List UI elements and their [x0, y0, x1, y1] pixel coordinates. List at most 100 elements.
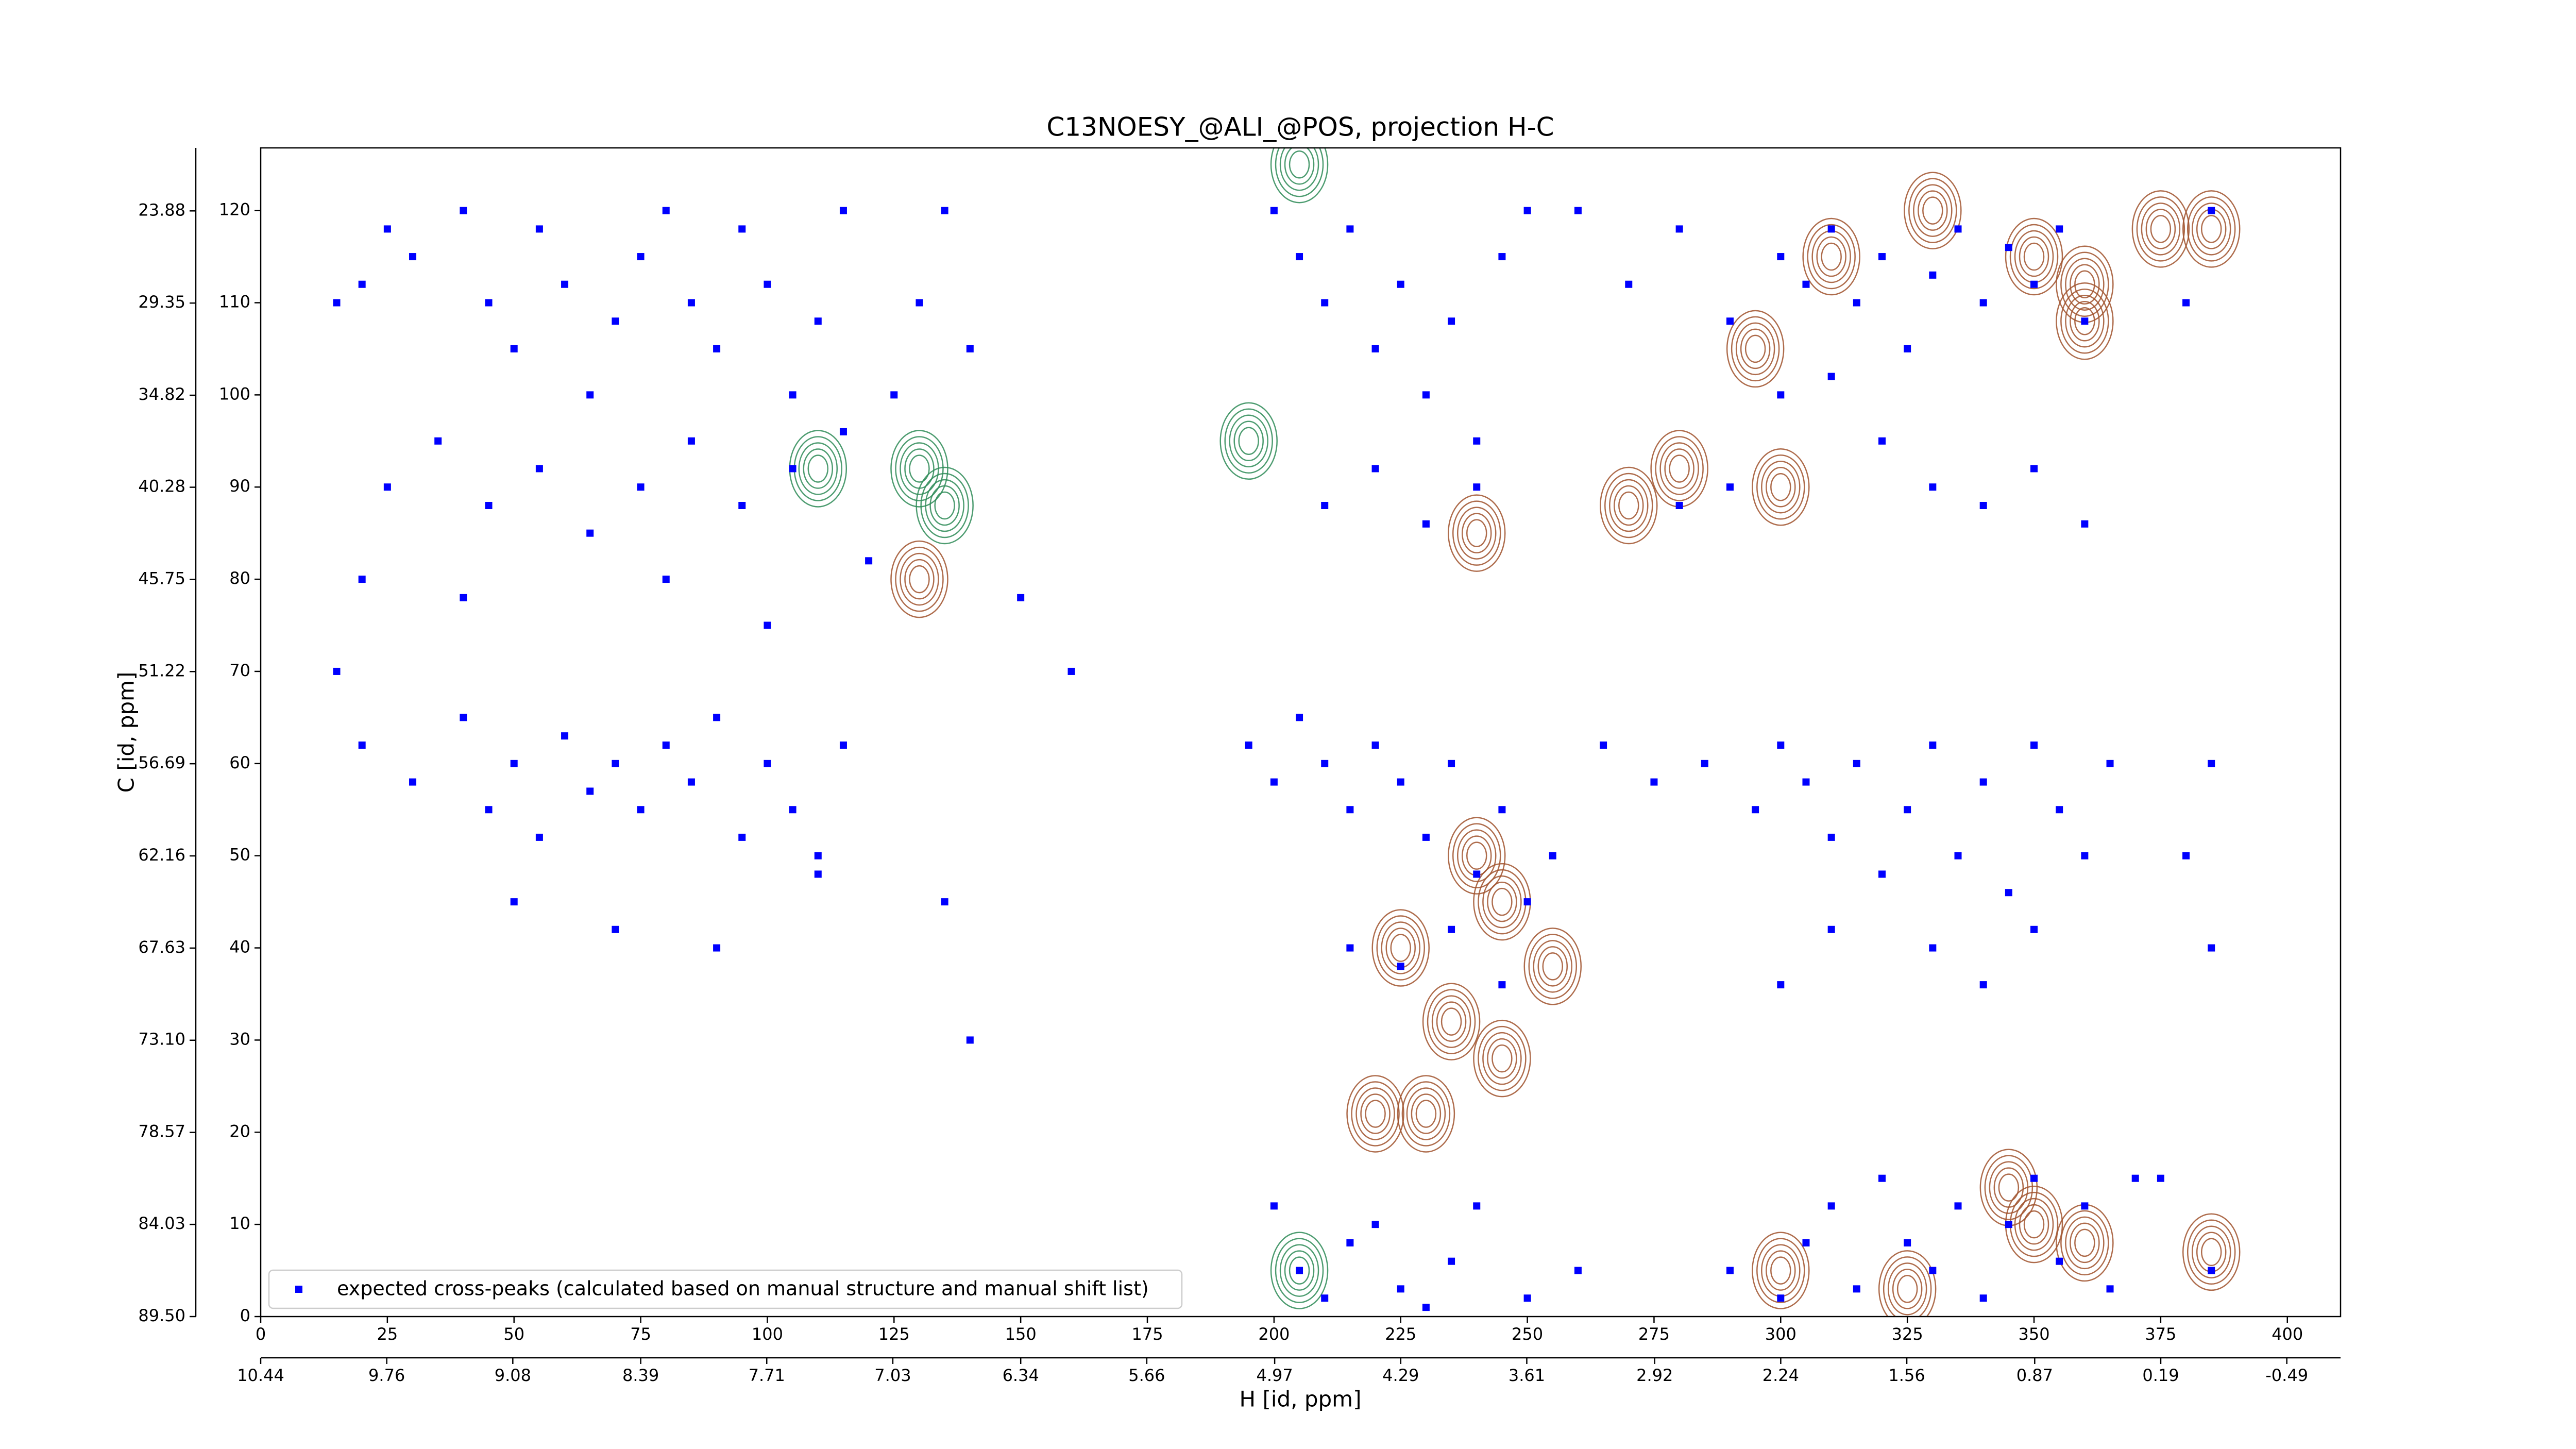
cross-peak [1954, 852, 1962, 860]
contour-ring [920, 473, 969, 538]
contour-ring [1401, 1081, 1451, 1147]
contour-ring [807, 454, 829, 483]
contour-ring [1219, 402, 1278, 480]
cross-peak [1929, 1267, 1937, 1274]
contour-ring [2060, 1210, 2109, 1276]
cross-peak [1954, 1202, 1962, 1210]
contour-ring [1360, 1093, 1391, 1134]
x2-tick-label: 9.08 [495, 1366, 531, 1385]
contour-ring [1487, 1038, 1517, 1079]
contour-ring [2065, 1216, 2105, 1270]
contour-ring [2070, 264, 2100, 305]
cross-peak [2106, 1285, 2114, 1293]
cross-peak [2081, 852, 2089, 860]
cross-peak [1675, 501, 1683, 509]
contour-ring [2145, 209, 2176, 249]
contour-ring [1892, 1269, 1923, 1309]
contour-ring [890, 430, 948, 508]
contour-ring [1238, 427, 1259, 456]
y2-tick-label: 51.22 [138, 661, 185, 680]
contour-ring [2182, 190, 2241, 268]
cross-peak [941, 207, 948, 214]
cross-peak [1346, 806, 1354, 814]
cross-peak [2208, 944, 2215, 952]
contour-ring [1664, 448, 1694, 489]
contour-ring [2060, 289, 2109, 354]
cross-peak [1777, 391, 1785, 399]
cross-peak [814, 317, 822, 325]
cross-peak [460, 594, 467, 601]
cross-peak [1802, 1239, 1810, 1246]
cross-peak [2208, 1267, 2215, 1274]
contour-ring [2131, 190, 2190, 268]
x2-tick-label: 8.39 [622, 1366, 659, 1385]
cross-peak [2056, 225, 2063, 233]
contour-ring [1731, 316, 1780, 382]
contour-ring [1270, 148, 1329, 204]
cross-peak [1929, 944, 1937, 952]
y-tick-label: 0 [240, 1306, 250, 1325]
x-tick-label: 150 [1005, 1324, 1037, 1344]
cross-peak [1422, 391, 1430, 399]
contour-ring [1807, 224, 1856, 290]
cross-peak [1929, 483, 1937, 491]
contour-ring [909, 454, 930, 483]
cross-peak [1473, 870, 1481, 878]
contour-ring [1744, 334, 1766, 363]
x-tick-label: 375 [2145, 1324, 2176, 1344]
cross-peak [1701, 760, 1708, 767]
cross-peak [1979, 1294, 1987, 1302]
contour-ring [1270, 1232, 1329, 1309]
cross-peak [1675, 225, 1683, 233]
legend: expected cross-peaks (calculated based o… [268, 1269, 1183, 1309]
x2-tick-label: 7.71 [749, 1366, 785, 1385]
contour-ring [1440, 1007, 1462, 1036]
cross-peak [383, 483, 391, 491]
cross-peak [2081, 1202, 2089, 1210]
x-tick-label: 275 [1638, 1324, 1670, 1344]
cross-peak [1827, 925, 1835, 933]
cross-peak [713, 714, 721, 721]
cross-peak [383, 225, 391, 233]
x-tick-label: 175 [1131, 1324, 1163, 1344]
y-tick-label: 50 [229, 845, 250, 865]
contour [2056, 282, 2114, 360]
cross-peak [713, 345, 721, 352]
x2-tick-label: 5.66 [1128, 1366, 1165, 1385]
cross-peak [358, 742, 366, 749]
legend-label: expected cross-peaks (calculated based o… [337, 1277, 1149, 1300]
cross-peak [510, 760, 518, 767]
contour-ring [1740, 328, 1771, 369]
x2-tick-label: 1.56 [1888, 1366, 1925, 1385]
cross-peak [839, 742, 847, 749]
cross-peak [637, 253, 645, 261]
cross-peak [535, 833, 543, 841]
contour-ring [1537, 946, 1568, 987]
x2-tick-label: 0.87 [2016, 1366, 2053, 1385]
cross-peak [1954, 225, 1962, 233]
contour-ring [1406, 1087, 1446, 1140]
x-tick-label: 300 [1765, 1324, 1797, 1344]
contour-ring [2023, 242, 2045, 271]
contour-ring [1756, 454, 1805, 520]
x2-tick-label: 9.76 [368, 1366, 405, 1385]
x2-tick-label: 2.92 [1636, 1366, 1673, 1385]
cross-peak [2208, 207, 2215, 214]
cross-peak [966, 345, 974, 352]
cross-peak [586, 787, 594, 795]
cross-peak [535, 465, 543, 473]
contour-ring [1998, 1173, 2020, 1202]
contour-ring [2200, 215, 2222, 243]
cross-peak [2081, 520, 2089, 528]
contour-ring [1452, 500, 1501, 566]
contour-ring [1766, 466, 1796, 508]
contour [1523, 928, 1582, 1005]
cross-peak [1296, 1267, 1303, 1274]
cross-peak [1827, 373, 1835, 380]
contour-ring [798, 442, 838, 495]
contour-ring [2065, 258, 2105, 311]
contour-ring [1431, 995, 1471, 1048]
contour-ring [1381, 921, 1420, 974]
contour-ring [934, 491, 955, 520]
cross-peak [1397, 1285, 1404, 1293]
